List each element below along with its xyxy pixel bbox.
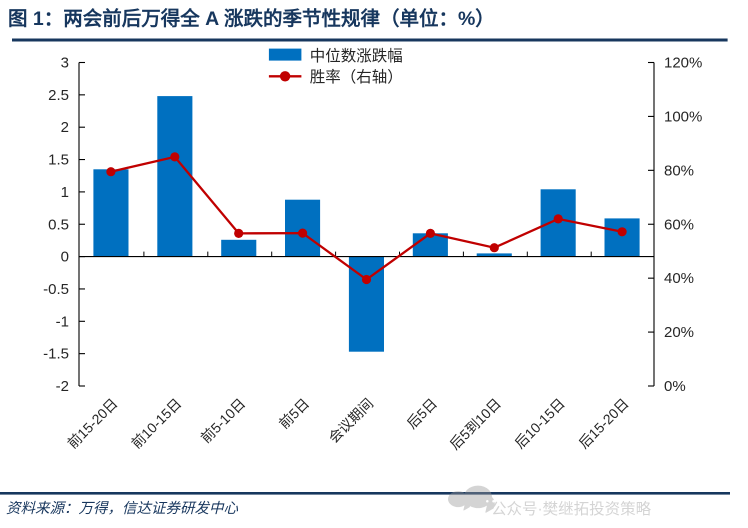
svg-text:0: 0 bbox=[61, 249, 69, 266]
svg-text:20%: 20% bbox=[664, 324, 694, 341]
svg-text:100%: 100% bbox=[664, 108, 702, 125]
svg-text:-1.5: -1.5 bbox=[43, 346, 69, 363]
svg-text:图 1：两会前后万得全 A 涨跌的季节性规律（单位：%）: 图 1：两会前后万得全 A 涨跌的季节性规律（单位：%） bbox=[8, 7, 495, 30]
svg-text:-2: -2 bbox=[56, 378, 69, 395]
svg-text:2.5: 2.5 bbox=[48, 87, 69, 104]
svg-text:1.5: 1.5 bbox=[48, 152, 69, 169]
svg-text:-0.5: -0.5 bbox=[43, 281, 69, 298]
svg-text:胜率（右轴）: 胜率（右轴） bbox=[310, 68, 403, 86]
svg-text:0%: 0% bbox=[664, 378, 686, 395]
svg-text:公众号·樊继拓投资策略: 公众号·樊继拓投资策略 bbox=[491, 500, 652, 518]
svg-text:80%: 80% bbox=[664, 162, 694, 179]
svg-text:40%: 40% bbox=[664, 270, 694, 287]
svg-text:60%: 60% bbox=[664, 216, 694, 233]
svg-text:1: 1 bbox=[61, 184, 69, 201]
svg-text:2: 2 bbox=[61, 119, 69, 136]
svg-text:-1: -1 bbox=[56, 313, 69, 330]
svg-text:3: 3 bbox=[61, 55, 69, 72]
svg-text:资料来源：万得，信达证券研发中心: 资料来源：万得，信达证券研发中心 bbox=[6, 500, 238, 517]
svg-text:中位数涨跌幅: 中位数涨跌幅 bbox=[310, 47, 403, 65]
svg-text:0.5: 0.5 bbox=[48, 216, 69, 233]
svg-text:120%: 120% bbox=[664, 55, 702, 72]
